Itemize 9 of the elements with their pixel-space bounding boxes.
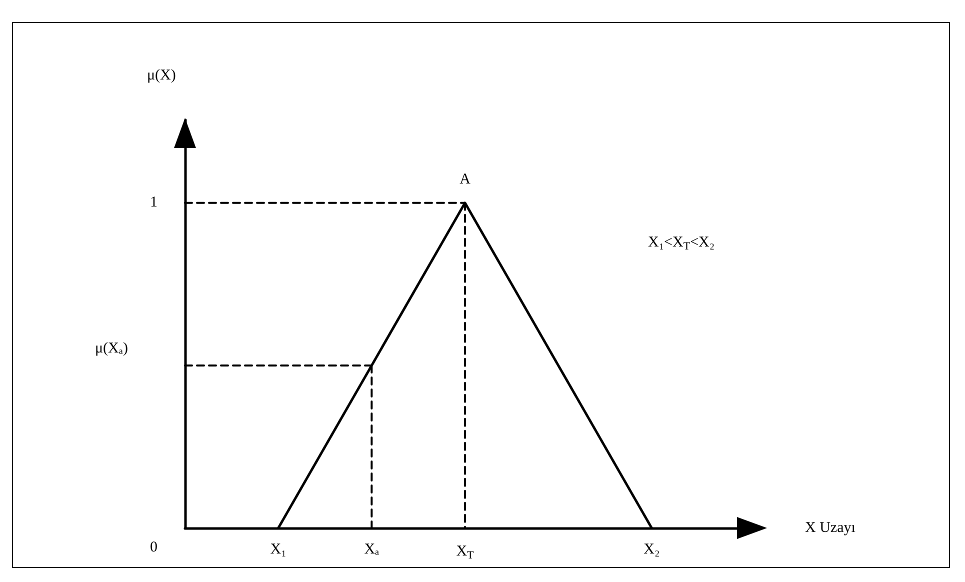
x-tick-label: X₂ [644,542,660,558]
x-axis-title: X Uzayı [805,520,856,536]
x-tick-label: Xₐ [364,542,380,558]
text: μ(Xₐ) [95,340,128,356]
text: 1 [150,194,158,210]
annotation: A [460,171,471,188]
x-tick-label: X₁ [270,542,286,558]
text: μ(X) [147,68,176,84]
text: 0 [150,540,158,556]
